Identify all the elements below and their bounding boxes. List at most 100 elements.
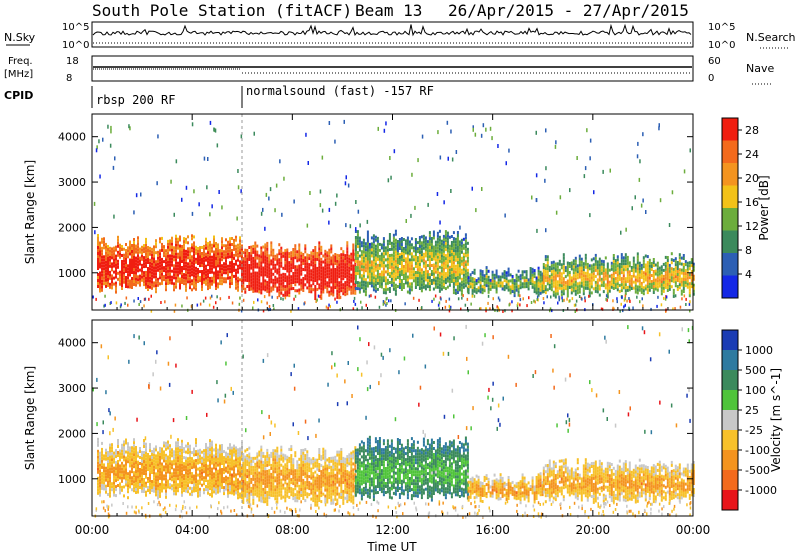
- power-ground-speckle: [546, 295, 548, 299]
- power-echo-cell: [404, 275, 407, 279]
- power-echo-cell: [642, 256, 645, 260]
- power-echo-cell: [576, 285, 579, 289]
- velocity-echo-cell: [213, 484, 215, 488]
- velocity-echo-cell: [101, 465, 103, 469]
- power-ground-speckle: [624, 294, 627, 298]
- velocity-echo-cell: [203, 491, 205, 495]
- noise-tick-left-bottom: 10^0: [62, 40, 89, 51]
- velocity-echo-cell: [143, 445, 145, 448]
- power-echo-cell: [600, 280, 603, 284]
- power-ground-speckle: [574, 303, 577, 307]
- velocity-echo-cell: [165, 474, 167, 478]
- velocity-echo-cell: [125, 471, 127, 475]
- velocity-echo-cell: [147, 465, 149, 468]
- power-echo-cell: [292, 254, 295, 257]
- power-echo-cell: [642, 271, 645, 275]
- power-ground-speckle: [317, 294, 320, 298]
- power-echo-cell: [318, 244, 321, 248]
- power-echo-cell: [370, 278, 373, 282]
- velocity-echo-cell: [109, 473, 111, 477]
- power-echo-cell: [531, 279, 534, 283]
- power-echo-cell: [469, 282, 472, 286]
- power-echo-cell: [256, 250, 259, 254]
- velocity-echo-cell: [187, 448, 189, 452]
- power-echo-cell: [308, 287, 311, 291]
- power-echo-cell: [390, 268, 393, 272]
- power-echo-cell: [386, 248, 389, 252]
- power-echo-cell: [280, 252, 283, 256]
- power-echo-cell: [386, 272, 389, 276]
- power-echo-cell: [507, 279, 510, 283]
- velocity-echo-cell: [217, 460, 219, 464]
- power-echo-cell: [346, 292, 349, 296]
- power-echo-cell: [452, 288, 455, 292]
- power-echo-cell: [264, 261, 267, 265]
- power-ground-speckle: [533, 299, 535, 303]
- power-echo-cell: [541, 278, 544, 282]
- power-ground-speckle: [496, 309, 499, 313]
- power-echo-cell: [666, 277, 669, 280]
- power-echo-cell: [201, 279, 203, 282]
- power-echo-cell: [294, 268, 297, 272]
- power-echo-cell: [219, 282, 221, 286]
- power-echo-cell: [282, 251, 285, 255]
- power-echo-cell: [428, 261, 431, 265]
- power-echo-cell: [672, 279, 675, 283]
- cpid-mode-2: normalsound (fast) -157 RF: [246, 84, 434, 98]
- power-echo-cell: [217, 243, 219, 247]
- power-echo-cell: [394, 253, 397, 257]
- power-echo-cell: [229, 255, 231, 259]
- power-echo-cell: [143, 244, 145, 248]
- power-echo-cell: [420, 241, 423, 245]
- power-echo-cell: [231, 261, 233, 264]
- power-echo-cell: [272, 263, 275, 267]
- velocity-echo-cell: [121, 473, 123, 477]
- power-echo-cell: [594, 289, 597, 293]
- power-echo-cell: [115, 290, 117, 294]
- power-echo-cell: [503, 285, 506, 289]
- power-echo-cell: [356, 257, 359, 261]
- power-echo-cell: [153, 251, 155, 255]
- power-scatter-point: [555, 210, 558, 215]
- power-echo-cell: [404, 263, 407, 267]
- power-echo-cell: [135, 280, 137, 284]
- power-scatter-point: [345, 175, 347, 180]
- power-echo-cell: [458, 270, 461, 274]
- power-echo-cell: [155, 272, 157, 276]
- power-echo-cell: [179, 259, 181, 263]
- power-echo-cell: [324, 270, 327, 274]
- power-echo-cell: [410, 258, 413, 262]
- power-echo-cell: [161, 266, 163, 270]
- power-scatter-point: [390, 175, 392, 180]
- power-echo-cell: [426, 282, 429, 286]
- velocity-echo-cell: [215, 476, 217, 480]
- power-echo-cell: [203, 253, 205, 257]
- power-echo-cell: [183, 264, 185, 268]
- power-echo-cell: [336, 277, 339, 281]
- velocity-echo-cell: [143, 463, 145, 466]
- velocity-echo-cell: [151, 486, 153, 489]
- power-echo-cell: [438, 271, 441, 275]
- power-echo-cell: [141, 278, 143, 282]
- power-echo-cell: [129, 243, 131, 247]
- power-echo-cell: [239, 239, 241, 243]
- power-echo-cell: [612, 263, 615, 266]
- velocity-echo-cell: [127, 460, 129, 464]
- power-echo-cell: [105, 284, 107, 288]
- power-echo-cell: [464, 272, 467, 276]
- power-echo-cell: [260, 270, 263, 274]
- power-echo-cell: [141, 266, 143, 270]
- power-echo-cell: [676, 288, 679, 291]
- power-echo-cell: [576, 273, 579, 277]
- power-echo-cell: [260, 264, 263, 268]
- power-echo-cell: [638, 288, 641, 292]
- power-echo-cell: [288, 288, 291, 292]
- velocity-echo-cell: [105, 469, 107, 473]
- power-echo-cell: [350, 267, 353, 271]
- velocity-echo-cell: [205, 455, 207, 458]
- velocity-echo-cell: [191, 472, 193, 476]
- velocity-echo-cell: [111, 458, 113, 462]
- power-echo-cell: [570, 285, 573, 289]
- power-echo-cell: [554, 274, 557, 278]
- power-echo-cell: [115, 257, 117, 261]
